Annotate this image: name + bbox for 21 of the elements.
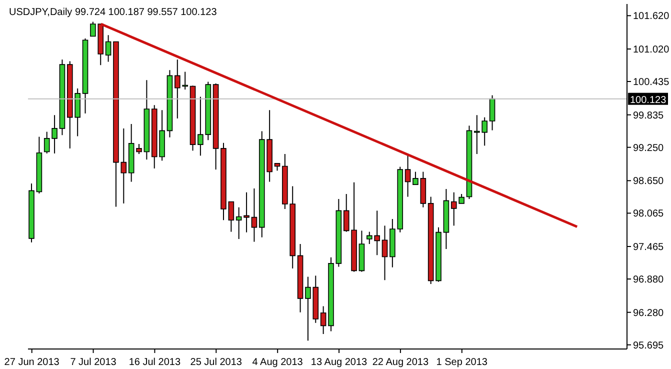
- x-tick-label: 4 Aug 2013: [252, 357, 304, 368]
- y-tick-label: 98.065: [633, 208, 664, 220]
- y-tick-label: 99.250: [633, 142, 664, 154]
- x-tick-label: 27 Jun 2013: [4, 357, 60, 368]
- x-tick-label: 22 Aug 2013: [372, 357, 429, 368]
- y-tick-label: 97.465: [633, 242, 664, 254]
- y-tick-label: 100.435: [633, 77, 670, 88]
- x-tick-label: 1 Sep 2013: [436, 357, 488, 368]
- y-tick-label: 101.020: [633, 44, 670, 56]
- ref-line-label: 100.123: [630, 94, 667, 106]
- x-tick-label: 7 Jul 2013: [70, 357, 117, 368]
- x-tick-label: 13 Aug 2013: [310, 357, 368, 368]
- x-tick-label: 25 Jul 2013: [190, 357, 242, 368]
- y-tick-label: 98.650: [633, 176, 664, 188]
- y-tick-label: 96.880: [633, 274, 664, 286]
- y-tick-label: 99.835: [633, 110, 664, 122]
- y-tick-label: 96.280: [633, 308, 664, 319]
- x-tick-label: 16 Jul 2013: [128, 357, 181, 368]
- chart-title: USDJPY,Daily 99.724 100.187 99.557 100.123: [9, 7, 218, 18]
- y-tick-label: 95.695: [633, 340, 664, 352]
- y-tick-label: 101.620: [633, 11, 670, 22]
